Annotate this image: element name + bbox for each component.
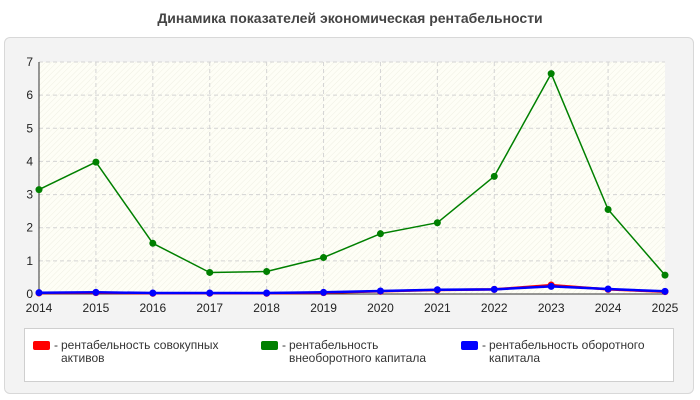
x-tick-label: 2022 (481, 301, 508, 315)
legend-swatch-red (33, 341, 50, 350)
legend-label: рентабельность совокупных активов (61, 338, 219, 365)
x-tick-label: 2025 (652, 301, 679, 315)
legend-dash: - (482, 338, 486, 352)
x-tick-label: 2020 (367, 301, 394, 315)
data-point-2 (320, 288, 328, 296)
data-point-1 (433, 219, 441, 227)
data-point-1 (490, 172, 498, 180)
series-layer (35, 70, 669, 297)
y-tick-label: 2 (26, 221, 33, 235)
data-point-1 (376, 230, 384, 238)
series-line-1 (38, 72, 666, 276)
legend-item-fixed-capital: - рентабельность внеоборотного капитала (261, 339, 464, 365)
y-tick-label: 7 (26, 55, 33, 69)
data-point-2 (490, 285, 498, 293)
x-tick-label: 2016 (139, 301, 166, 315)
y-tick-label: 6 (26, 88, 33, 102)
data-point-1 (149, 239, 157, 247)
x-tick-label: 2019 (310, 301, 337, 315)
legend-swatch-green (261, 341, 278, 350)
data-point-2 (149, 289, 157, 297)
data-point-2 (661, 287, 669, 295)
x-tick-label: 2024 (595, 301, 622, 315)
y-tick-label: 5 (26, 121, 33, 135)
x-tick-label: 2021 (424, 301, 451, 315)
data-point-2 (376, 287, 384, 295)
tick-labels: 0 1 2 3 4 5 6 7 2014 2015 2016 2017 2018 2019 2020 2021… (26, 55, 679, 315)
legend-label: рентабельность оборотного капитала (489, 338, 645, 365)
legend-dash: - (282, 338, 286, 352)
data-point-1 (320, 254, 328, 262)
data-point-1 (206, 268, 214, 276)
legend-swatch-blue (461, 341, 478, 350)
data-point-1 (604, 205, 612, 213)
data-point-2 (433, 286, 441, 294)
data-point-2 (604, 285, 612, 293)
y-tick-label: 4 (26, 154, 33, 168)
x-tick-label: 2023 (538, 301, 565, 315)
legend-label: рентабельность внеоборотного капитала (289, 338, 426, 365)
data-point-1 (263, 267, 271, 275)
data-point-2 (35, 289, 43, 297)
data-point-1 (661, 271, 669, 279)
y-tick-label: 1 (26, 254, 33, 268)
data-point-2 (263, 289, 271, 297)
data-point-2 (547, 282, 555, 290)
data-point-1 (547, 70, 555, 78)
x-tick-label: 2017 (196, 301, 223, 315)
data-point-2 (92, 288, 100, 296)
y-tick-label: 0 (26, 287, 33, 301)
legend: - рентабельность совокупных активов - ре… (24, 328, 674, 382)
legend-item-total-assets: - рентабельность совокупных активов (33, 339, 236, 365)
data-point-1 (35, 186, 43, 194)
x-tick-label: 2014 (26, 301, 53, 315)
chart-title: Динамика показателей экономическая рента… (157, 10, 543, 26)
y-tick-label: 3 (26, 188, 33, 202)
x-tick-label: 2015 (83, 301, 110, 315)
legend-dash: - (54, 338, 58, 352)
x-tick-label: 2018 (253, 301, 280, 315)
series-line-2 (38, 285, 666, 295)
data-point-2 (206, 289, 214, 297)
plot-area (39, 62, 665, 294)
legend-item-working-capital: - рентабельность оборотного капитала (461, 339, 664, 365)
data-point-1 (92, 158, 100, 166)
